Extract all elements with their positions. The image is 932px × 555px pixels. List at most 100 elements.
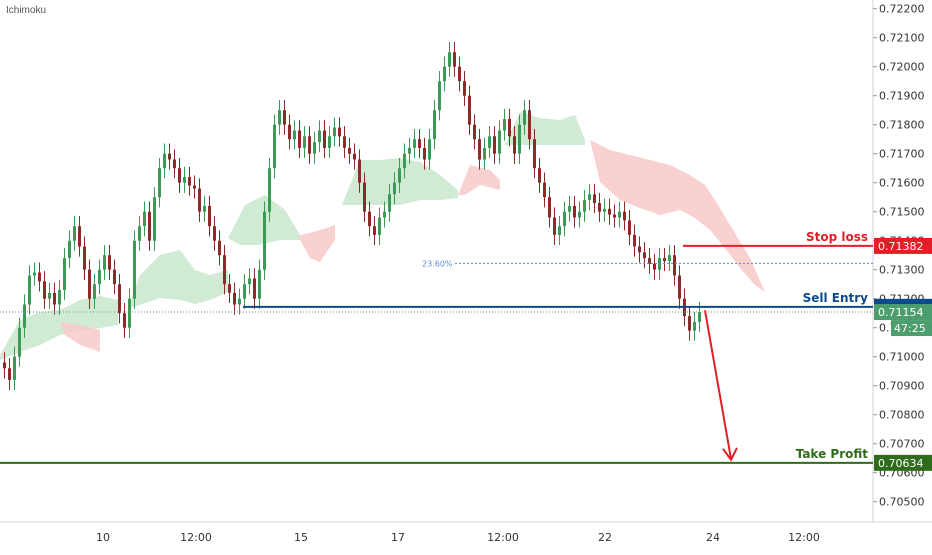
y-tick-label: 0.72200 — [879, 3, 925, 16]
candle — [633, 234, 636, 247]
candle — [558, 226, 561, 235]
candle — [323, 130, 326, 148]
candle — [643, 252, 646, 259]
candle — [113, 269, 116, 285]
candle — [48, 292, 51, 299]
y-tick-label: 0.70700 — [879, 438, 925, 451]
x-tick-label: 17 — [391, 531, 405, 544]
candle — [588, 194, 591, 201]
candle — [238, 298, 241, 305]
fib-label: 23.60% — [422, 259, 453, 268]
candle — [283, 110, 286, 125]
candle — [353, 153, 356, 160]
candle — [473, 124, 476, 140]
candle — [18, 327, 21, 357]
candle — [458, 66, 461, 82]
candle — [518, 124, 521, 154]
candle — [208, 205, 211, 227]
candle — [218, 240, 221, 256]
stop-loss-tag — [874, 237, 932, 254]
x-tick-label: 12:00 — [788, 531, 820, 544]
candle — [223, 255, 226, 285]
candle — [528, 110, 531, 140]
candle — [298, 130, 301, 148]
candle — [538, 168, 541, 183]
candle — [243, 284, 246, 299]
y-tick-label: 0.71800 — [879, 119, 925, 132]
candle — [413, 139, 416, 148]
y-tick-label: 0.72100 — [879, 32, 925, 45]
take-profit-tag-text: 0.70634 — [878, 457, 924, 470]
candle — [63, 258, 66, 290]
x-tick-label: 10 — [96, 531, 110, 544]
candle — [103, 255, 106, 270]
take-profit-tag — [874, 454, 932, 471]
candle — [148, 211, 151, 241]
candle — [173, 159, 176, 169]
candle — [198, 188, 201, 212]
candle — [38, 272, 41, 282]
candle — [98, 269, 101, 285]
candle — [648, 258, 651, 264]
candle — [443, 66, 446, 82]
current-price-tag — [874, 304, 932, 321]
candle — [153, 197, 156, 241]
candle — [543, 182, 546, 198]
candle — [143, 211, 146, 227]
candle — [428, 139, 431, 160]
ichimoku-cloud — [458, 165, 500, 195]
y-tick-label: 0.71300 — [879, 264, 925, 277]
ichimoku-cloud — [0, 296, 118, 360]
candle — [408, 147, 411, 154]
arrow-head — [722, 447, 738, 462]
candle — [88, 269, 91, 299]
candle — [108, 255, 111, 270]
candle — [478, 139, 481, 160]
y-tick-label: 0.70900 — [879, 380, 925, 393]
countdown-tag — [891, 320, 932, 337]
candle — [578, 211, 581, 218]
candle — [673, 255, 676, 276]
candle — [503, 118, 506, 131]
y-tick-label: 0.70800 — [879, 409, 925, 422]
candle — [318, 130, 321, 143]
x-tick-label: 12:00 — [180, 531, 212, 544]
y-tick-label: 0.72000 — [879, 61, 925, 74]
candle — [378, 217, 381, 235]
candle — [23, 304, 26, 328]
candle — [678, 275, 681, 299]
candle — [688, 316, 691, 331]
candle — [138, 226, 141, 241]
candle — [548, 197, 551, 218]
candle — [573, 205, 576, 218]
candle — [663, 258, 666, 261]
stop-loss-label: Stop loss — [806, 230, 868, 244]
ichimoku-cloud — [128, 250, 228, 308]
candle — [343, 136, 346, 148]
candle — [453, 52, 456, 67]
candle — [653, 263, 656, 270]
candle — [438, 81, 441, 111]
candle — [433, 110, 436, 140]
candle — [388, 194, 391, 212]
candle — [583, 200, 586, 212]
candle — [118, 284, 121, 314]
candle — [228, 284, 231, 293]
candle — [258, 269, 261, 299]
y-tick-label: 0.70500 — [879, 496, 925, 509]
candle — [178, 168, 181, 183]
candle — [183, 176, 186, 183]
candle — [158, 168, 161, 198]
candle — [303, 136, 306, 148]
ichimoku-cloud — [590, 140, 765, 292]
candle — [468, 95, 471, 125]
x-tick-label: 24 — [706, 531, 720, 544]
candle — [128, 298, 131, 328]
x-tick-label: 12:00 — [487, 531, 519, 544]
candle — [273, 124, 276, 169]
candle — [463, 81, 466, 96]
y-tick-label: 0.71600 — [879, 177, 925, 190]
candle — [168, 153, 171, 160]
candle — [233, 292, 236, 305]
